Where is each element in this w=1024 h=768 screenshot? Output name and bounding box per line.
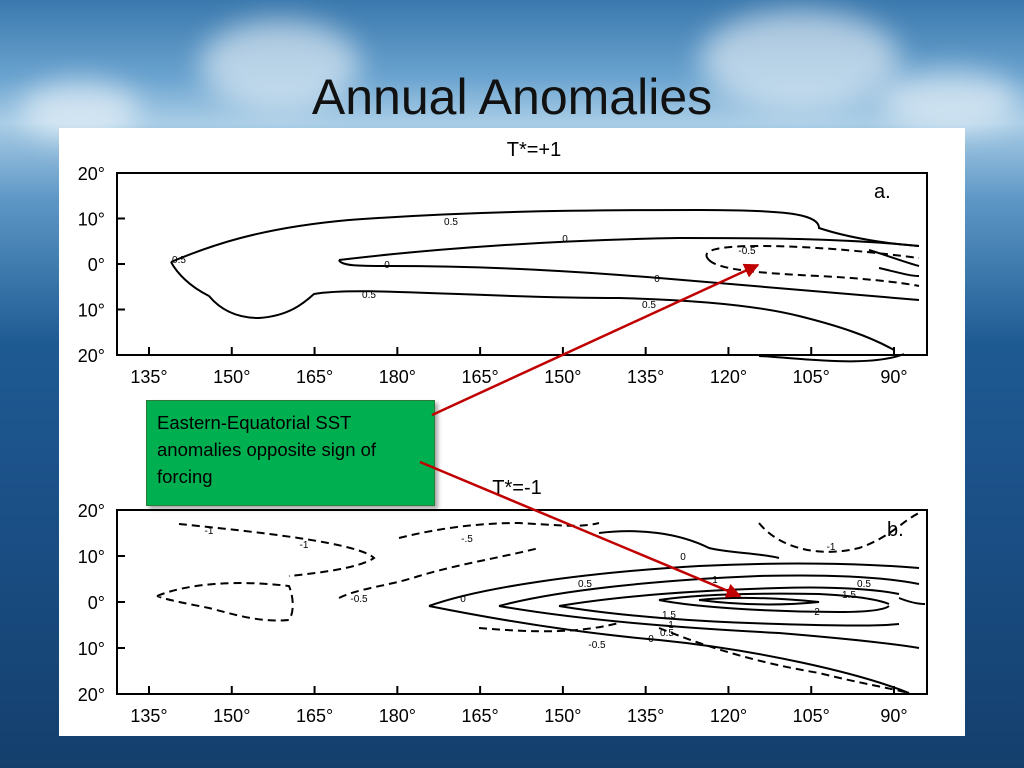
x-tick-label: 165° bbox=[461, 706, 498, 726]
y-tick-label: 20° bbox=[78, 346, 105, 366]
contour-line bbox=[598, 530, 780, 559]
contour-line bbox=[170, 208, 920, 263]
contour-label: -.5 bbox=[461, 534, 473, 545]
slide-title: Annual Anomalies bbox=[311, 69, 713, 125]
contour-line bbox=[705, 244, 920, 261]
contour-line bbox=[498, 605, 920, 649]
contour-label: 2 bbox=[814, 607, 820, 618]
contour-line bbox=[338, 547, 540, 599]
contour-label: 0.5 bbox=[444, 217, 458, 228]
contour-label: 0.5 bbox=[172, 255, 186, 266]
chart-a-title: T*=+1 bbox=[507, 139, 561, 161]
contour-line bbox=[698, 596, 820, 606]
y-tick-label: 10° bbox=[78, 547, 105, 567]
y-tick-label: 10° bbox=[78, 210, 105, 230]
x-tick-label: 120° bbox=[710, 706, 747, 726]
x-tick-label: 120° bbox=[710, 367, 747, 387]
contour-line bbox=[868, 249, 920, 267]
contour-line bbox=[170, 261, 895, 351]
contour-line bbox=[758, 512, 920, 553]
contour-label: 0.5 bbox=[362, 290, 376, 301]
x-tick-label: 105° bbox=[793, 706, 830, 726]
contour-line bbox=[658, 627, 910, 694]
y-tick-label: 10° bbox=[78, 301, 105, 321]
contour-line bbox=[558, 586, 900, 607]
contour-line bbox=[338, 236, 920, 261]
contour-label: 0.5 bbox=[857, 579, 871, 590]
contour-label: 1.5 bbox=[662, 610, 676, 621]
y-tick-label: 10° bbox=[78, 639, 105, 659]
x-tick-label: 150° bbox=[544, 367, 581, 387]
contour-label: -1 bbox=[827, 542, 836, 553]
contour-line bbox=[558, 605, 900, 627]
contour-label: -1 bbox=[205, 526, 214, 537]
y-tick-label: 20° bbox=[78, 501, 105, 521]
contour-line bbox=[398, 521, 600, 539]
contour-label: 0.5 bbox=[642, 300, 656, 311]
contour-label: 0 bbox=[460, 594, 466, 605]
chart-a-contours bbox=[170, 208, 920, 363]
contour-line bbox=[428, 605, 910, 694]
chart-b-title: T*=-1 bbox=[492, 477, 541, 499]
contour-label: -0.5 bbox=[738, 246, 756, 257]
annotation-callout: Eastern-Equatorial SST anomalies opposit… bbox=[146, 400, 435, 506]
y-tick-label: 20° bbox=[78, 164, 105, 184]
x-tick-label: 105° bbox=[793, 367, 830, 387]
contour-line bbox=[878, 267, 920, 277]
chart-a-panel-label: a. bbox=[874, 181, 891, 203]
y-tick-label: 0° bbox=[88, 593, 105, 613]
cloud bbox=[200, 20, 360, 110]
contour-line bbox=[178, 523, 376, 577]
x-tick-label: 165° bbox=[461, 367, 498, 387]
x-tick-label: 90° bbox=[880, 367, 907, 387]
contour-line bbox=[156, 582, 294, 622]
x-tick-label: 165° bbox=[296, 706, 333, 726]
x-tick-label: 135° bbox=[627, 367, 664, 387]
contour-label: 1.5 bbox=[842, 590, 856, 601]
contour-label: 0 bbox=[648, 634, 654, 645]
contour-label: -0.5 bbox=[350, 594, 368, 605]
cloud bbox=[700, 10, 900, 110]
contour-label: 1 bbox=[668, 620, 674, 631]
chart-a-frame bbox=[116, 172, 928, 356]
contour-label: 0 bbox=[680, 552, 686, 563]
x-tick-label: 180° bbox=[379, 706, 416, 726]
contour-label: 0 bbox=[654, 274, 660, 285]
x-tick-label: 150° bbox=[213, 367, 250, 387]
x-tick-label: 150° bbox=[213, 706, 250, 726]
contour-line bbox=[708, 259, 920, 287]
chart-a-contour-labels: 0.5 0 -0.5 0.5 0 0.5 0 0.5 bbox=[172, 217, 756, 311]
y-tick-label: 20° bbox=[78, 685, 105, 705]
contour-label: -0.5 bbox=[588, 640, 606, 651]
contour-label: 1 bbox=[712, 575, 718, 586]
x-tick-label: 150° bbox=[544, 706, 581, 726]
contour-line bbox=[758, 353, 905, 363]
x-tick-label: 90° bbox=[880, 706, 907, 726]
contour-label: 0.5 bbox=[578, 579, 592, 590]
contour-line bbox=[338, 259, 920, 301]
contour-label: 0 bbox=[562, 234, 568, 245]
x-tick-label: 135° bbox=[627, 706, 664, 726]
contour-line bbox=[658, 599, 890, 614]
x-tick-label: 180° bbox=[379, 367, 416, 387]
y-tick-label: 0° bbox=[88, 255, 105, 275]
contour-label: -1 bbox=[300, 540, 309, 551]
contour-label: 0 bbox=[384, 260, 390, 271]
chart-b-frame bbox=[116, 509, 928, 695]
x-tick-label: 135° bbox=[130, 706, 167, 726]
contour-line bbox=[478, 622, 620, 633]
x-tick-label: 135° bbox=[130, 367, 167, 387]
contour-line bbox=[898, 597, 926, 605]
cloud bbox=[880, 70, 1020, 130]
contour-label: 0.5 bbox=[660, 628, 674, 639]
x-tick-label: 165° bbox=[296, 367, 333, 387]
